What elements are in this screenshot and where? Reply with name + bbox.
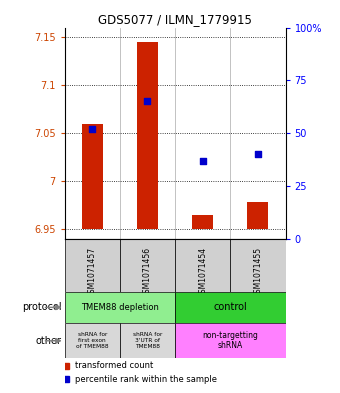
Text: shRNA for
first exon
of TMEM88: shRNA for first exon of TMEM88 bbox=[76, 332, 108, 349]
Bar bbox=[137, 42, 158, 229]
Text: other: other bbox=[36, 336, 62, 346]
Text: TMEM88 depletion: TMEM88 depletion bbox=[81, 303, 159, 312]
Point bbox=[89, 126, 95, 132]
Bar bbox=[192, 215, 213, 229]
Text: transformed count: transformed count bbox=[74, 361, 153, 370]
Text: GSM1071454: GSM1071454 bbox=[198, 247, 207, 298]
Bar bbox=[175, 323, 286, 358]
Text: GSM1071456: GSM1071456 bbox=[143, 247, 152, 298]
Text: GSM1071457: GSM1071457 bbox=[88, 247, 97, 298]
Text: GSM1071455: GSM1071455 bbox=[254, 247, 262, 298]
Bar bbox=[248, 202, 269, 229]
Bar bbox=[65, 292, 175, 323]
Bar bbox=[175, 239, 230, 292]
Point bbox=[255, 151, 261, 157]
Title: GDS5077 / ILMN_1779915: GDS5077 / ILMN_1779915 bbox=[98, 13, 252, 26]
Bar bbox=[120, 239, 175, 292]
Bar bbox=[120, 323, 175, 358]
Bar bbox=[230, 239, 286, 292]
Bar bbox=[65, 323, 120, 358]
Text: percentile rank within the sample: percentile rank within the sample bbox=[74, 375, 217, 384]
Bar bbox=[65, 239, 120, 292]
Point bbox=[145, 98, 150, 105]
Text: protocol: protocol bbox=[22, 302, 62, 312]
Point bbox=[200, 158, 205, 164]
Bar bbox=[175, 292, 286, 323]
Text: non-targetting
shRNA: non-targetting shRNA bbox=[202, 331, 258, 351]
Text: control: control bbox=[214, 302, 247, 312]
Bar bbox=[82, 123, 103, 229]
Text: shRNA for
3'UTR of
TMEM88: shRNA for 3'UTR of TMEM88 bbox=[133, 332, 162, 349]
